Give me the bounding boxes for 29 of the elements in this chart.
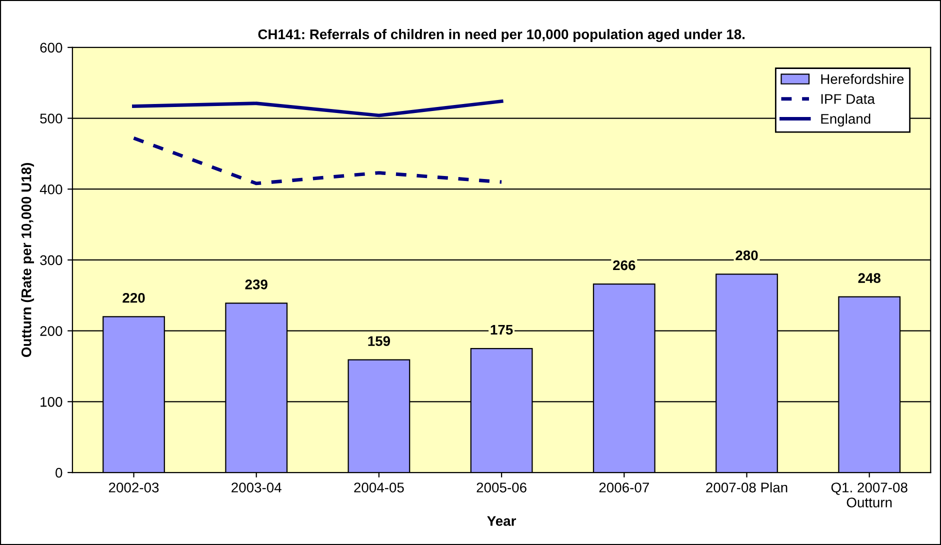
y-tick-label: 600: [40, 42, 62, 53]
y-tick-label: 0: [56, 468, 62, 478]
x-tick-label: 2002-03: [108, 482, 159, 492]
y-axis-title: Outturn (Rate per 10,000 U18): [21, 163, 34, 358]
x-axis-title: Year: [487, 516, 516, 526]
y-tick-label: 400: [40, 184, 62, 194]
data-label: 248: [858, 273, 881, 283]
legend-label: IPF Data: [821, 94, 875, 104]
data-label: 220: [122, 292, 145, 303]
y-tick-label: 500: [40, 114, 62, 124]
line-series: [132, 100, 504, 118]
data-label: 280: [736, 250, 758, 260]
y-tick-label: 300: [40, 255, 62, 266]
data-label: 239: [245, 279, 268, 290]
y-tick-label: 100: [40, 397, 62, 407]
line-series: [132, 136, 504, 186]
x-tick-label: 2004-05: [354, 482, 404, 492]
y-tick-label: 200: [40, 326, 62, 336]
x-tick-label: 2003-04: [232, 482, 282, 492]
x-tick-label: 2005-06: [476, 482, 526, 492]
chart-title: CH141: Referrals of children in need per 10,000 population aged under 18.: [258, 29, 745, 42]
x-tick-label: 2006-07: [599, 482, 649, 492]
legend-label: Herefordshire: [821, 74, 904, 84]
data-label: 175: [490, 324, 513, 335]
data-label: 266: [613, 260, 636, 270]
data-label: 159: [368, 336, 390, 346]
legend-label: England: [821, 114, 870, 127]
x-tick-label: 2007-08 Plan: [706, 482, 788, 492]
x-tick-label: Q1. 2007-08 Outturn: [831, 482, 908, 508]
